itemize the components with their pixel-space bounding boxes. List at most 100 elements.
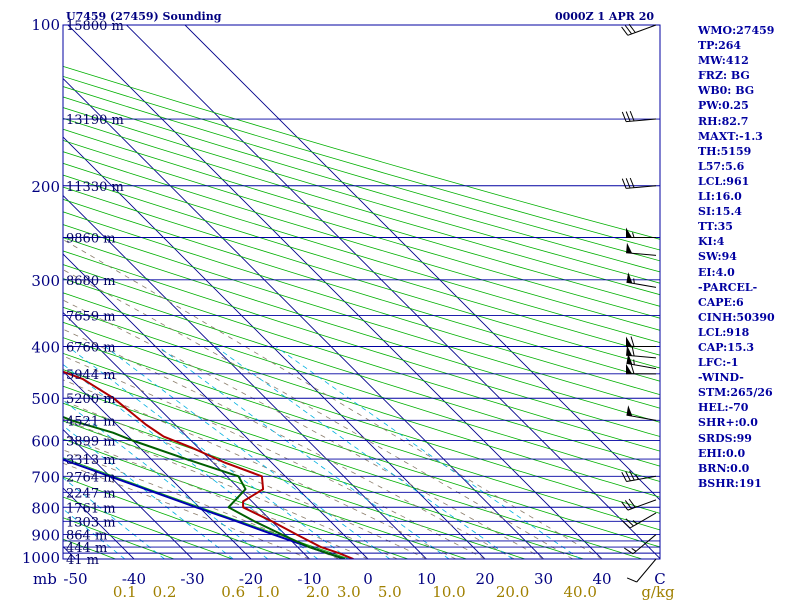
stat-line: WMO:27459 (698, 24, 775, 37)
wind-barb (621, 470, 657, 482)
profiles (63, 370, 354, 559)
isotherm-line (67, 25, 603, 559)
stat-line: BSHR:191 (698, 476, 762, 490)
mixing-ratio-label: 10.0 (432, 583, 465, 600)
height-label: 13190 m (66, 113, 124, 128)
height-label: 3313 m (66, 453, 116, 468)
height-label: 7659 m (66, 310, 116, 325)
mixing-ratio-label: 0.6 (221, 583, 245, 600)
height-label: 864 m (66, 529, 107, 544)
isotherm-line (63, 77, 544, 559)
stat-line: HEL:-70 (698, 401, 749, 415)
height-label: 444 m (66, 541, 107, 556)
stat-line: LCL:918 (698, 325, 750, 339)
stat-line: TT:35 (698, 220, 733, 234)
temperature-tick-label: 20 (475, 570, 494, 588)
mixing-ratio-label: 2.0 (306, 583, 330, 600)
stat-line: EI:4.0 (698, 265, 735, 279)
pressure-tick-label: 200 (31, 178, 60, 196)
wind-barb (624, 534, 657, 555)
mixing-ratio-label: 3.0 (337, 583, 361, 600)
stat-line: BRN:0.0 (698, 461, 750, 475)
height-label: 5200 m (66, 392, 116, 407)
temperature-tick-label: -50 (63, 570, 87, 588)
stat-line: LCL:961 (698, 174, 750, 188)
mixing-ratio-label: 5.0 (378, 583, 402, 600)
height-label: 11330 m (66, 180, 124, 195)
isotherm-line (0, 25, 17, 559)
height-label: 2247 m (66, 486, 116, 501)
height-label: 1761 m (66, 501, 116, 516)
mixing-ratio-label: 0.1 (113, 583, 137, 600)
stat-line: SW:94 (698, 250, 737, 264)
stat-line: CINH:50390 (698, 310, 775, 324)
stat-line: SHR+:0.0 (698, 416, 758, 430)
temperature-tick-label: -40 (122, 570, 146, 588)
isotherm-line (63, 370, 252, 559)
temperature-tick-label: 40 (592, 570, 611, 588)
stat-line: SRDS:99 (698, 431, 752, 445)
moist-adiabat-line (63, 462, 310, 559)
wind-barb (625, 336, 657, 348)
background-grid (0, 25, 660, 559)
stat-line: RH:82.7 (698, 114, 749, 128)
stat-line: L57:5.6 (698, 159, 745, 173)
stat-line: MAXT:-1.3 (698, 129, 763, 143)
pressure-tick-label: 700 (31, 468, 60, 486)
height-label: 5944 m (66, 368, 116, 383)
pressure-unit-label: mb (33, 570, 57, 588)
height-label: 9860 m (66, 232, 116, 247)
height-label: 4521 m (66, 414, 116, 429)
pressure-tick-label: 900 (31, 527, 60, 545)
isotherm-line (126, 25, 660, 559)
moist-adiabat-line (63, 379, 456, 559)
wind-barb (625, 227, 657, 238)
height-label: 15800 m (66, 19, 124, 34)
stat-line: SI:15.4 (698, 205, 742, 219)
chart-title-left: U7459 (27459) Sounding (66, 10, 222, 23)
stat-line: -WIND- (698, 371, 744, 385)
pressure-tick-label: 100 (31, 16, 60, 34)
stat-line: TP:264 (698, 39, 742, 53)
wind-barb (626, 558, 657, 583)
stat-line: KI:4 (698, 235, 725, 249)
temperature-tick-label: -30 (180, 570, 204, 588)
mixing-ratio-label: 1.0 (256, 583, 280, 600)
temperature-profile-line (63, 370, 354, 559)
height-label: 2764 m (66, 470, 116, 485)
isotherm-line (63, 428, 193, 559)
chart-title-right: 0000Z 1 APR 20 (555, 10, 654, 23)
stat-line: TH:5159 (698, 144, 752, 158)
wind-barb (621, 177, 657, 189)
mixing-ratio-label: 20.0 (496, 583, 529, 600)
temperature-tick-label: 0 (363, 570, 373, 588)
wind-barb (626, 242, 657, 256)
isotherm-line (63, 136, 486, 559)
moist-adiabat-line (63, 269, 573, 559)
wind-barb (626, 405, 657, 421)
temperature-tick-label: 10 (417, 570, 436, 588)
temperature-tick-label: -10 (297, 570, 321, 588)
stat-line: CAPE:6 (698, 295, 744, 309)
height-label: 41 m (66, 553, 99, 568)
stats-panel: WMO:27459 TP:264 MW:412 FRZ: BG WB0: BG PW:0.… (698, 23, 798, 491)
isotherm-line (184, 25, 660, 501)
pressure-tick-label: 800 (31, 499, 60, 517)
wind-barb (621, 111, 657, 123)
wind-barb (626, 272, 657, 288)
stat-line: MW:412 (698, 54, 749, 68)
height-label: 3899 m (66, 435, 116, 450)
temperature-tick-label: -20 (239, 570, 263, 588)
stat-line: -PARCEL- (698, 280, 758, 294)
isotherm-line (63, 194, 427, 559)
temperature-tick-label: 30 (534, 570, 553, 588)
wind-barb (626, 345, 657, 359)
stat-line: FRZ: BG (698, 69, 750, 83)
height-label: 8680 m (66, 274, 116, 289)
stat-line: PW:0.25 (698, 99, 749, 113)
pressure-tick-label: 600 (31, 433, 60, 451)
stat-line: WB0: BG (698, 84, 755, 98)
parcel-profile-line (63, 458, 345, 559)
